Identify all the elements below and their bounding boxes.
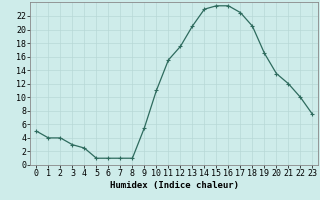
X-axis label: Humidex (Indice chaleur): Humidex (Indice chaleur) [110, 181, 239, 190]
